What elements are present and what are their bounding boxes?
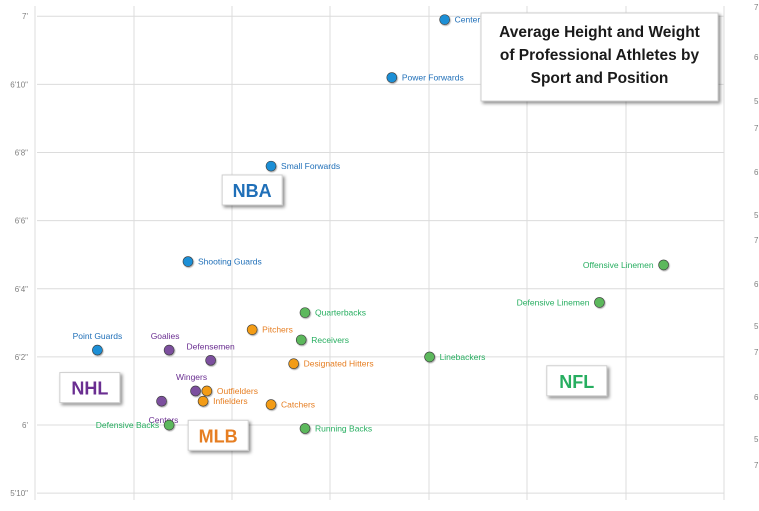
data-point-nfl bbox=[163, 419, 175, 431]
group-label-text: MLB bbox=[199, 426, 238, 446]
point-label: Catchers bbox=[281, 400, 315, 410]
data-point-nba bbox=[386, 72, 398, 83]
y-tick-label: 6'2" bbox=[15, 353, 28, 362]
point-label: Small Forwards bbox=[281, 161, 340, 171]
group-label-nhl: NHL bbox=[59, 372, 121, 404]
y-tick-label: 6'8" bbox=[15, 148, 28, 157]
data-point-nhl bbox=[156, 395, 167, 407]
right-axis-tick: 7 bbox=[754, 348, 759, 357]
right-axis-fragment: 7 6 5 7 6 5 7 6 5 7 6 5 7 bbox=[754, 3, 759, 470]
data-point-nba bbox=[92, 344, 103, 356]
group-label-nba: NBA bbox=[221, 174, 283, 206]
y-tick-label: 6' bbox=[22, 421, 28, 430]
data-point-nba bbox=[265, 160, 277, 172]
point-label: Designated Hitters bbox=[304, 359, 374, 369]
y-tick-label: 5'10" bbox=[10, 489, 28, 498]
right-axis-tick: 6 bbox=[754, 280, 759, 289]
data-point-mlb bbox=[246, 324, 258, 335]
right-axis-tick: 5 bbox=[754, 322, 759, 331]
right-axis-tick: 7 bbox=[754, 236, 759, 245]
group-label-mlb: MLB bbox=[187, 419, 249, 451]
point-label: Quarterbacks bbox=[315, 308, 366, 318]
data-point-nfl bbox=[299, 307, 311, 318]
point-label: Outfielders bbox=[217, 386, 258, 396]
point-label: Centers bbox=[455, 15, 485, 25]
group-label-nfl: NFL bbox=[546, 365, 608, 397]
data-point-nfl bbox=[299, 423, 311, 434]
point-label: Power Forwards bbox=[402, 73, 464, 83]
y-tick-label: 7' bbox=[22, 12, 28, 21]
point-label: Defensive Backs bbox=[96, 420, 159, 430]
data-point-nhl bbox=[163, 344, 175, 356]
point-label: Receivers bbox=[311, 335, 349, 345]
right-axis-tick: 7 bbox=[754, 461, 759, 470]
right-axis-tick: 6 bbox=[754, 168, 759, 177]
data-point-mlb bbox=[197, 395, 209, 407]
right-axis-tick: 5 bbox=[754, 211, 759, 220]
data-point-mlb bbox=[201, 385, 213, 397]
data-point-nfl bbox=[594, 297, 605, 308]
point-label: Defensive Linemen bbox=[517, 297, 590, 307]
data-points: Centers Power Forwards Small Forwards Shoot… bbox=[73, 14, 669, 434]
y-tick-label: 6'6" bbox=[15, 217, 28, 226]
y-tick-label: 6'10" bbox=[10, 80, 28, 89]
point-label: Point Guards bbox=[73, 331, 123, 341]
data-point-mlb bbox=[288, 358, 299, 370]
data-point-nfl bbox=[424, 351, 435, 363]
point-label: Offensive Linemen bbox=[583, 260, 654, 270]
group-labels: NBA NHL MLB NFL bbox=[59, 174, 608, 451]
point-label: Goalies bbox=[151, 331, 180, 341]
y-axis: 5'10" 6' 6'2" 6'4" 6'6" 6'8" 6'10" 7' bbox=[10, 12, 28, 498]
chart-title-line: Average Height and Weight bbox=[499, 24, 700, 41]
point-label: Defensemen bbox=[187, 341, 235, 351]
data-point-nba bbox=[439, 14, 450, 25]
chart-title-box: Average Height and Weight of Professional… bbox=[480, 12, 719, 102]
point-label: Centers bbox=[149, 415, 179, 425]
point-label: Pitchers bbox=[262, 325, 293, 335]
group-label-text: NBA bbox=[233, 181, 272, 201]
right-axis-tick: 7 bbox=[754, 3, 759, 12]
data-point-nhl bbox=[205, 355, 216, 366]
point-label: Linebackers bbox=[440, 352, 486, 362]
data-point-nba bbox=[182, 256, 194, 267]
data-point-mlb bbox=[265, 399, 277, 410]
right-axis-tick: 5 bbox=[754, 97, 759, 106]
chart-title-frame bbox=[480, 12, 719, 102]
right-axis-tick: 6 bbox=[754, 53, 759, 62]
data-point-nfl bbox=[295, 334, 307, 346]
y-tick-label: 6'4" bbox=[15, 285, 28, 294]
point-label: Wingers bbox=[176, 372, 207, 382]
group-label-text: NFL bbox=[559, 372, 594, 392]
chart-title-line: of Professional Athletes by bbox=[500, 47, 700, 64]
right-axis-tick: 7 bbox=[754, 124, 759, 133]
group-label-text: NHL bbox=[71, 379, 108, 399]
point-label: Running Backs bbox=[315, 423, 372, 433]
right-axis-tick: 5 bbox=[754, 435, 759, 444]
chart-title-line: Sport and Position bbox=[531, 70, 669, 87]
data-point-nfl bbox=[658, 259, 669, 271]
right-axis-tick: 6 bbox=[754, 393, 759, 402]
point-label: Shooting Guards bbox=[198, 257, 262, 267]
data-point-nhl bbox=[190, 385, 201, 397]
point-label: Infielders bbox=[213, 396, 248, 406]
